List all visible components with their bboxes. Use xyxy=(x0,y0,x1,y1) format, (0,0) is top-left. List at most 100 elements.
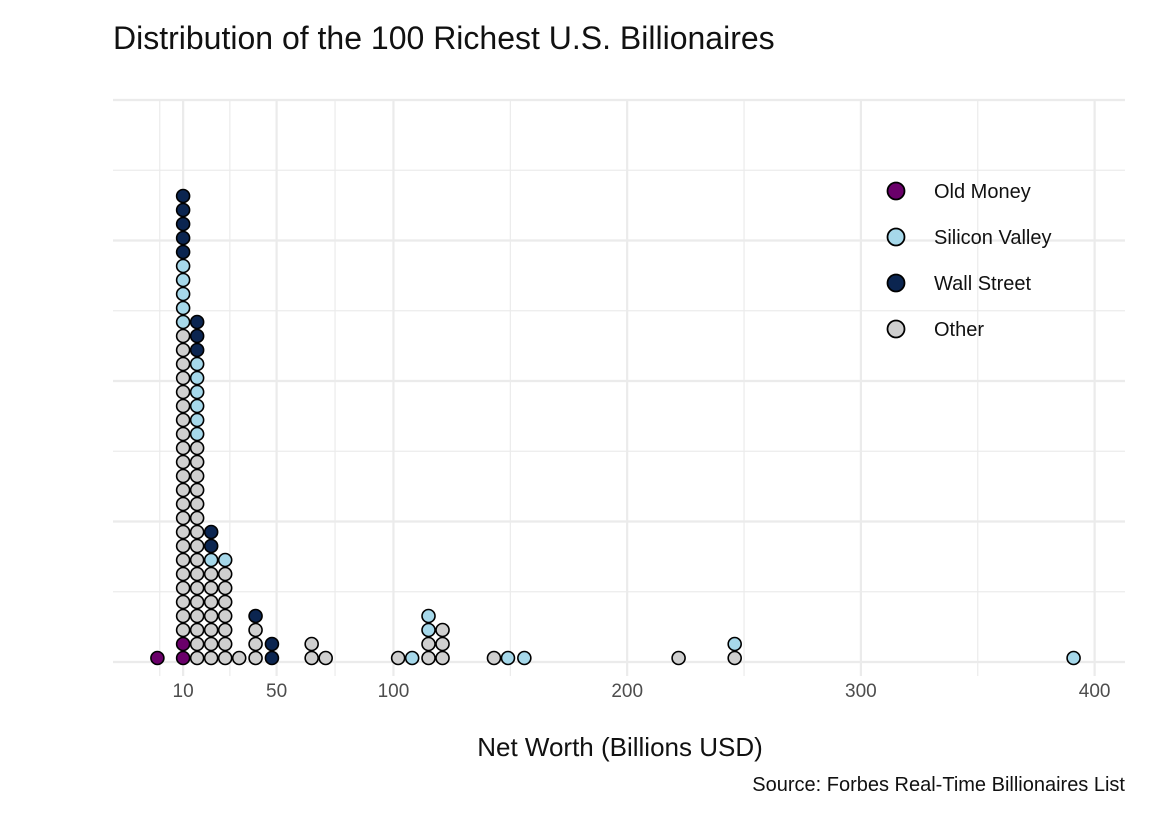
dot-other xyxy=(217,608,233,624)
dot-wall-street xyxy=(175,216,191,232)
dot-other xyxy=(175,412,191,428)
dot-other xyxy=(175,552,191,568)
dot-silicon-valley xyxy=(217,552,233,568)
dot-other xyxy=(189,510,205,526)
dot-other xyxy=(175,510,191,526)
dot-other xyxy=(175,566,191,582)
dot-wall-street xyxy=(203,538,219,554)
dot-other xyxy=(421,650,436,666)
dot-other xyxy=(175,580,191,596)
legend-key-silicon-valley xyxy=(886,227,906,247)
dot-other xyxy=(217,566,233,582)
dot-other xyxy=(304,650,319,666)
dot-other xyxy=(189,608,205,624)
dot-wall-street xyxy=(203,524,219,540)
dot-other xyxy=(175,384,191,400)
dot-wall-street xyxy=(189,314,205,330)
dot-other xyxy=(231,650,247,666)
dot-wall-street xyxy=(175,202,191,218)
dot-other xyxy=(175,538,191,554)
dot-other xyxy=(486,650,502,666)
dot-other xyxy=(189,580,205,596)
dot-silicon-valley xyxy=(189,356,205,372)
dot-silicon-valley xyxy=(189,426,205,442)
dot-wall-street xyxy=(248,608,263,624)
dot-wall-street xyxy=(175,244,191,260)
dot-silicon-valley xyxy=(421,622,436,638)
x-tick-label: 50 xyxy=(266,681,287,702)
dot-silicon-valley xyxy=(421,608,436,624)
dot-other xyxy=(175,524,191,540)
dot-other xyxy=(175,440,191,456)
dot-other xyxy=(203,566,219,582)
dot-other xyxy=(175,594,191,610)
dot-other xyxy=(248,650,263,666)
dot-other xyxy=(421,636,436,652)
dot-silicon-valley xyxy=(175,286,191,302)
dot-other xyxy=(217,650,233,666)
dot-other xyxy=(189,538,205,554)
dot-other xyxy=(435,650,450,666)
dot-silicon-valley xyxy=(189,398,205,414)
dot-other xyxy=(175,608,191,624)
dot-other xyxy=(189,482,205,498)
dot-silicon-valley xyxy=(189,370,205,386)
legend-key-wall-street xyxy=(886,273,906,293)
chart-caption: Source: Forbes Real-Time Billionaires Li… xyxy=(752,774,1125,796)
dot-other xyxy=(217,594,233,610)
dot-silicon-valley xyxy=(189,384,205,400)
dot-other xyxy=(203,622,219,638)
dot-silicon-valley xyxy=(404,650,420,666)
x-axis-ticks: 10 50 100 200 300 400 xyxy=(173,681,1111,702)
dot-other xyxy=(203,594,219,610)
legend-label: Wall Street xyxy=(934,273,1032,295)
x-tick-label: 10 xyxy=(173,681,194,702)
dot-old-money xyxy=(175,650,191,666)
dot-other xyxy=(189,566,205,582)
dot-wall-street xyxy=(189,328,205,344)
x-axis-label: Net Worth (Billions USD) xyxy=(477,732,763,762)
dot-silicon-valley xyxy=(500,650,516,666)
dot-other xyxy=(203,580,219,596)
dot-other xyxy=(435,622,450,638)
dot-other xyxy=(203,636,219,652)
dot-silicon-valley xyxy=(203,552,219,568)
dot-other xyxy=(175,342,191,358)
legend-label: Other xyxy=(934,319,984,341)
dot-other xyxy=(217,636,233,652)
dot-other xyxy=(175,426,191,442)
dot-other xyxy=(175,482,191,498)
dot-other xyxy=(217,580,233,596)
dot-other xyxy=(217,622,233,638)
dot-other xyxy=(203,608,219,624)
dot-silicon-valley xyxy=(175,300,191,316)
dot-wall-street xyxy=(175,188,191,204)
dot-other xyxy=(189,454,205,470)
legend-key-old-money xyxy=(886,181,906,201)
dot-other xyxy=(175,622,191,638)
dot-other xyxy=(248,622,263,638)
dot-other xyxy=(189,496,205,512)
dot-silicon-valley xyxy=(175,258,191,274)
dot-other xyxy=(435,636,450,652)
dot-silicon-valley xyxy=(1066,650,1081,666)
dot-silicon-valley xyxy=(175,314,191,330)
chart-title: Distribution of the 100 Richest U.S. Bil… xyxy=(113,20,775,56)
dot-other xyxy=(175,496,191,512)
dot-other xyxy=(248,636,263,652)
dot-other xyxy=(203,650,219,666)
dot-other xyxy=(175,328,191,344)
legend-key-other xyxy=(886,319,906,339)
dot-other xyxy=(189,636,205,652)
dot-other xyxy=(318,650,333,666)
dot-other xyxy=(390,650,406,666)
legend-label: Old Money xyxy=(934,181,1031,203)
dot-wall-street xyxy=(189,342,205,358)
dot-other xyxy=(189,552,205,568)
dot-old-money xyxy=(175,636,191,652)
dot-other xyxy=(175,468,191,484)
dot-silicon-valley xyxy=(189,412,205,428)
dot-other xyxy=(189,468,205,484)
dot-other xyxy=(189,594,205,610)
